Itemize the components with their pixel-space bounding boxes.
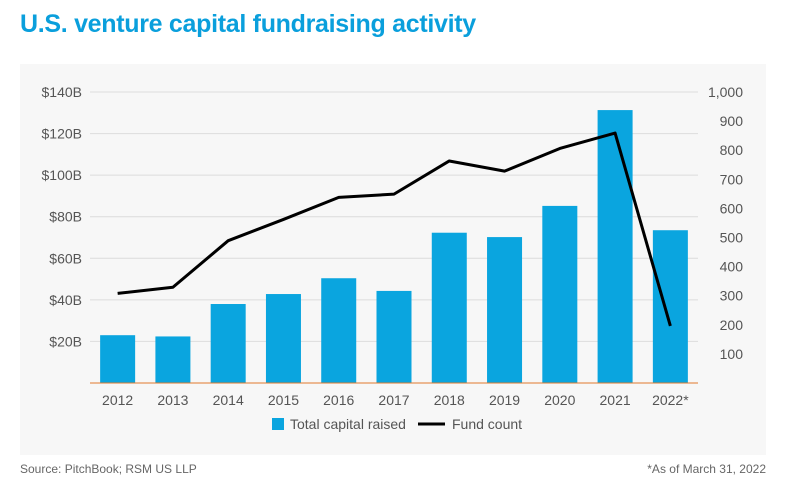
legend-label: Fund count: [452, 416, 522, 432]
chart-title: U.S. venture capital fundraising activit…: [20, 10, 476, 38]
x-tick-label: 2016: [323, 392, 354, 408]
left-tick-label: $80B: [49, 209, 82, 225]
x-tick-label: 2018: [434, 392, 465, 408]
bar: [100, 335, 136, 383]
left-tick-label: $40B: [49, 292, 82, 308]
left-tick-label: $120B: [42, 126, 82, 142]
x-tick-label: 2012: [102, 392, 133, 408]
right-tick-label: 700: [720, 171, 744, 187]
x-tick-label: 2022*: [652, 392, 689, 408]
bar: [210, 304, 246, 383]
footnote: *As of March 31, 2022: [647, 462, 766, 476]
x-tick-label: 2015: [268, 392, 299, 408]
bar: [487, 237, 523, 383]
right-tick-label: 600: [720, 200, 744, 216]
legend-label: Total capital raised: [290, 416, 406, 432]
bar: [431, 232, 467, 383]
x-tick-label: 2020: [544, 392, 575, 408]
source-note: Source: PitchBook; RSM US LLP: [20, 462, 197, 476]
bar: [542, 205, 578, 383]
bar: [321, 278, 357, 383]
left-tick-label: $60B: [49, 250, 82, 266]
bar: [597, 110, 633, 384]
right-tick-label: 800: [720, 142, 744, 158]
bar: [265, 294, 301, 383]
chart-panel: [20, 64, 766, 455]
left-tick-label: $140B: [42, 84, 82, 100]
x-tick-label: 2017: [378, 392, 409, 408]
right-tick-label: 900: [720, 113, 744, 129]
x-tick-label: 2013: [157, 392, 188, 408]
left-tick-label: $20B: [49, 333, 82, 349]
x-tick-label: 2021: [600, 392, 631, 408]
x-tick-label: 2019: [489, 392, 520, 408]
bar: [376, 290, 412, 383]
legend-swatch-bar: [272, 418, 284, 430]
bar: [155, 336, 191, 383]
right-tick-label: 300: [720, 288, 744, 304]
right-tick-label: 400: [720, 259, 744, 275]
left-tick-label: $100B: [42, 167, 82, 183]
right-tick-label: 200: [720, 317, 744, 333]
right-tick-label: 500: [720, 230, 744, 246]
right-tick-label: 1,000: [708, 84, 743, 100]
x-tick-label: 2014: [213, 392, 244, 408]
bar: [652, 230, 688, 383]
right-tick-label: 100: [720, 346, 744, 362]
